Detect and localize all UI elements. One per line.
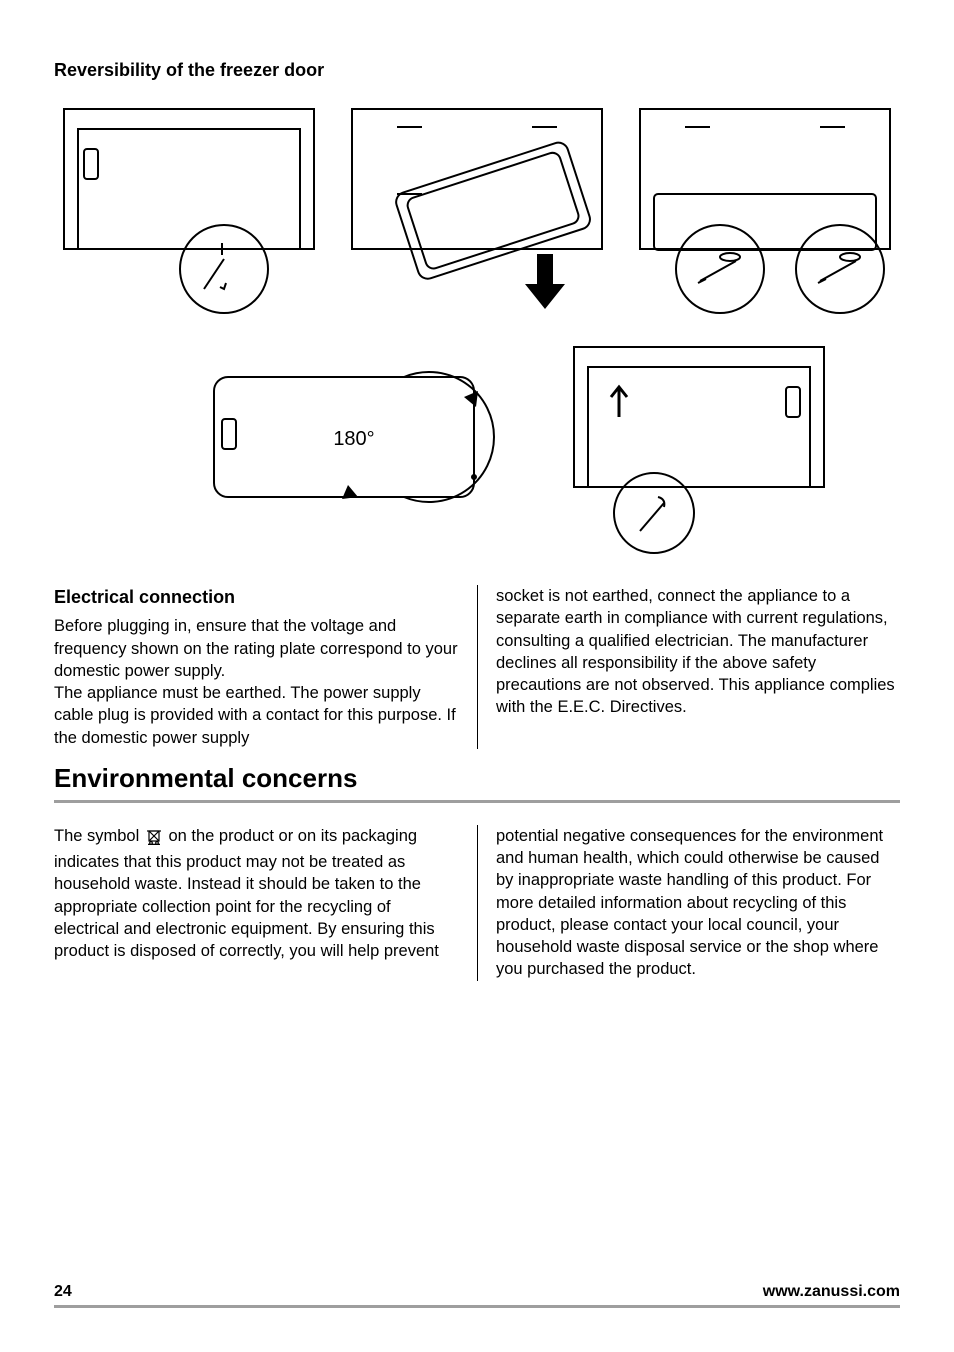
diagram-block: 180° [54,99,900,557]
heading-electrical: Electrical connection [54,585,459,609]
env-text-right: potential negative consequences for the … [496,825,900,981]
heading-reversibility: Reversibility of the freezer door [54,60,900,81]
env-text-left-post: on the product or on its packaging indic… [54,827,439,960]
footer-rule [54,1305,900,1308]
electrical-text-left: Before plugging in, ensure that the volt… [54,615,459,749]
diagram-panel-5 [564,337,834,557]
heading-environmental: Environmental concerns [54,763,900,794]
electrical-section: Electrical connection Before plugging in… [54,585,900,749]
diagram-panel-2 [342,99,612,319]
electrical-col-left: Electrical connection Before plugging in… [54,585,477,749]
env-col-left: The symbol on the product or on its pack… [54,825,477,981]
diagram-panel-1 [54,99,324,319]
diagram-row-1 [54,99,900,319]
rotation-label: 180° [333,428,374,450]
env-col-right: potential negative consequences for the … [477,825,900,981]
electrical-col-right: socket is not earthed, connect the appli… [477,585,900,749]
diagram-panel-4-rotation: 180° [204,337,504,537]
footer-url: www.zanussi.com [763,1283,900,1301]
env-text-left-pre: The symbol [54,827,144,845]
page-number: 24 [54,1283,72,1301]
document-page: Reversibility of the freezer door [0,0,954,1352]
diagram-panel-3 [630,99,900,319]
page-footer: 24 www.zanussi.com [54,1283,900,1308]
electrical-text-right: socket is not earthed, connect the appli… [496,585,900,719]
weee-icon [146,825,162,851]
section-rule [54,800,900,803]
diagram-row-2: 180° [54,337,900,557]
environmental-section: The symbol on the product or on its pack… [54,825,900,981]
